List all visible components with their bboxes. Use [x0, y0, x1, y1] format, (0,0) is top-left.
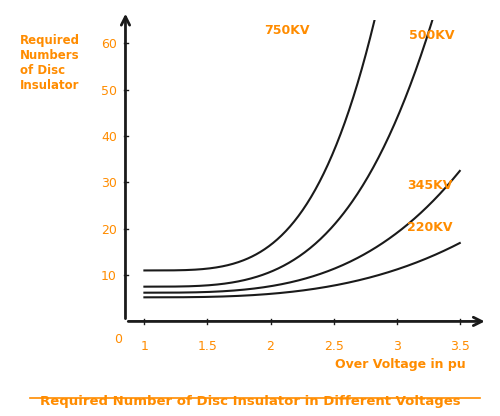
Text: Required
Numbers
of Disc
Insulator: Required Numbers of Disc Insulator — [20, 34, 80, 92]
Text: 750KV: 750KV — [264, 24, 310, 37]
Text: Required Number of Disc Insulator in Different Voltages: Required Number of Disc Insulator in Dif… — [40, 395, 461, 408]
Text: 345KV: 345KV — [407, 179, 452, 192]
Text: 500KV: 500KV — [410, 29, 455, 42]
Text: Over Voltage in pu: Over Voltage in pu — [336, 359, 466, 371]
Text: 0: 0 — [114, 333, 122, 346]
Text: 220KV: 220KV — [407, 221, 453, 234]
